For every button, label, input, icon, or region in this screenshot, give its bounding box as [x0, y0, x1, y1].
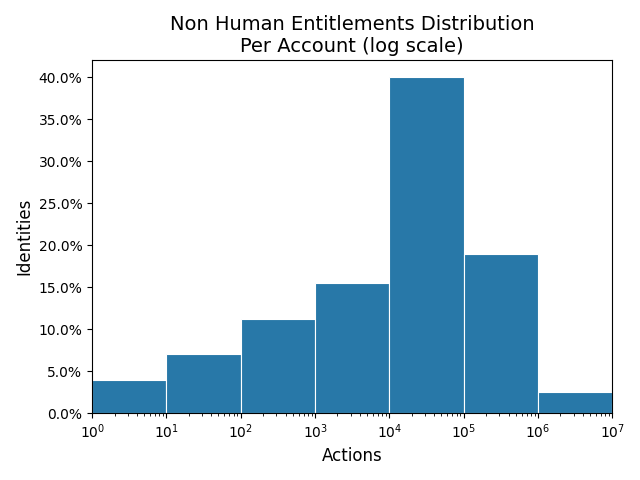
Bar	[390, 77, 464, 413]
Bar	[464, 253, 538, 413]
Bar	[315, 283, 390, 413]
Bar	[538, 392, 612, 413]
X-axis label: Actions: Actions	[322, 447, 383, 465]
Bar	[166, 354, 241, 413]
Bar	[241, 319, 315, 413]
Title: Non Human Entitlements Distribution
Per Account (log scale): Non Human Entitlements Distribution Per …	[170, 15, 534, 56]
Bar	[92, 380, 166, 413]
Bar	[612, 403, 640, 413]
Y-axis label: Identities: Identities	[15, 198, 33, 276]
